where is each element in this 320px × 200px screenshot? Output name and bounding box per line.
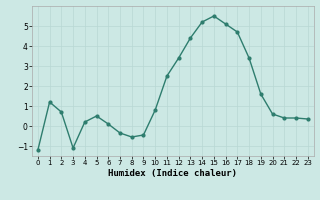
X-axis label: Humidex (Indice chaleur): Humidex (Indice chaleur)	[108, 169, 237, 178]
